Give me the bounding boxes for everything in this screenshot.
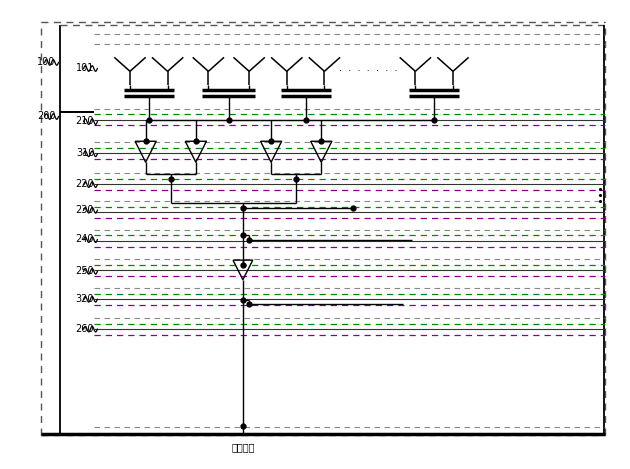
Text: 200: 200	[37, 111, 55, 121]
Text: 选通输出: 选通输出	[231, 442, 255, 452]
Text: 220: 220	[76, 179, 94, 189]
Text: 320: 320	[76, 294, 94, 304]
Text: 101: 101	[76, 63, 94, 73]
Text: 260: 260	[76, 324, 94, 333]
Text: 310: 310	[76, 148, 94, 159]
Text: 230: 230	[76, 205, 94, 215]
Text: 240: 240	[76, 234, 94, 244]
Text: 250: 250	[76, 266, 94, 276]
Text: 100: 100	[37, 57, 55, 67]
Text: ·  ·  ·  ·  ·  ·  ·: · · · · · · ·	[339, 66, 398, 76]
Text: 210: 210	[76, 116, 94, 126]
